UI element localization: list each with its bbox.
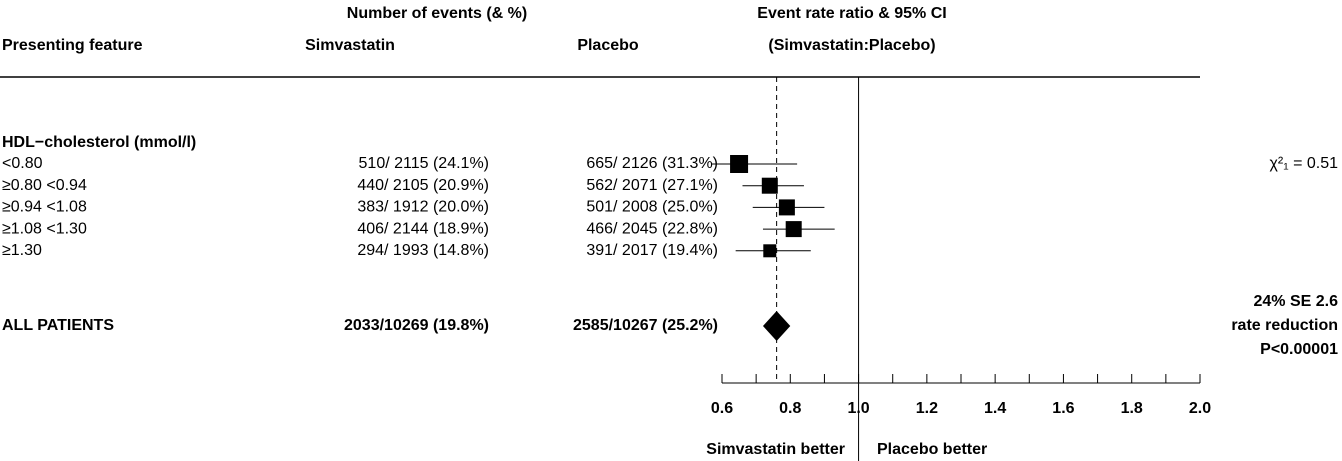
header: Simvastatin [305,37,395,54]
estimate-box [763,244,777,258]
row-label: ≥0.80 <0.94 [2,177,87,194]
estimate-box [761,177,778,194]
x-left-label: Simvastatin better [706,441,845,458]
header: Presenting feature [2,37,143,54]
estimate-box [785,221,802,238]
x-right-label: Placebo better [877,441,987,458]
overall-label: ALL PATIENTS [2,317,114,334]
row-label: ≥1.08 <1.30 [2,220,87,237]
x-tick-label: 1.8 [1121,400,1143,417]
overall-diamond [762,311,791,341]
x-tick-label: 1.6 [1052,400,1074,417]
placebo-events: 562/ 2071 (27.1%) [586,177,718,194]
placebo-events: 466/ 2045 (22.8%) [586,220,718,237]
summary: P<0.00001 [1260,341,1338,358]
header: Event rate ratio & 95% CI [757,5,946,22]
placebo-events: 501/ 2008 (25.0%) [586,199,718,216]
estimate-box [778,199,795,216]
x-tick-label: 2.0 [1189,400,1211,417]
header: Number of events (& %) [347,5,527,22]
row-label: <0.80 [2,155,43,172]
simvastatin-events: 383/ 1912 (20.0%) [357,199,489,216]
group-label: HDL−cholesterol (mmol/l) [2,134,196,151]
summary: rate reduction [1231,317,1338,334]
estimate-box [730,155,749,173]
placebo-events: 391/ 2017 (19.4%) [586,242,718,259]
simvastatin-events: 440/ 2105 (20.9%) [357,177,489,194]
x-tick-label: 1.2 [916,400,938,417]
heterogeneity: χ²₁ = 0.51 [1270,155,1339,172]
row-label: ≥0.94 <1.08 [2,199,87,216]
summary: 24% SE 2.6 [1254,293,1339,310]
header: Placebo [577,37,639,54]
row-label: ≥1.30 [2,242,42,259]
simvastatin-events: 510/ 2115 (24.1%) [359,155,489,172]
x-tick-label: 1.4 [984,400,1006,417]
header: (Simvastatin:Placebo) [768,37,935,54]
simvastatin-events: 294/ 1993 (14.8%) [357,242,489,259]
x-tick-label: 0.6 [711,400,733,417]
placebo-events: 665/ 2126 (31.3%) [586,155,718,172]
simvastatin-events: 406/ 2144 (18.9%) [357,220,489,237]
placebo-events: 2585/10267 (25.2%) [573,317,718,334]
x-tick-label: 0.8 [779,400,801,417]
simvastatin-events: 2033/10269 (19.8%) [344,317,489,334]
